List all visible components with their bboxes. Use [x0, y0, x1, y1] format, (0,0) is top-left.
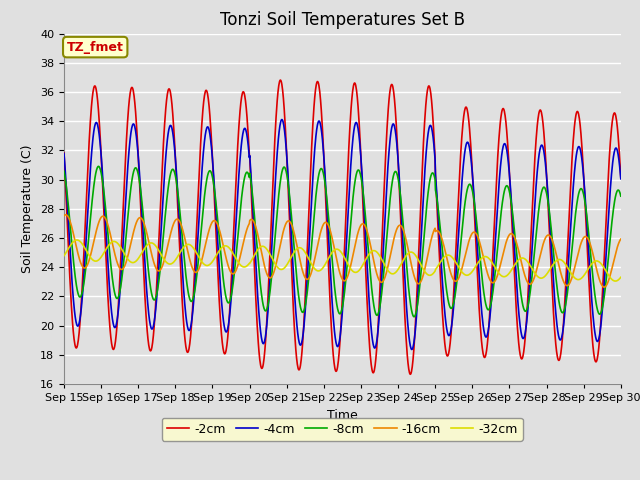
Title: Tonzi Soil Temperatures Set B: Tonzi Soil Temperatures Set B: [220, 11, 465, 29]
Y-axis label: Soil Temperature (C): Soil Temperature (C): [22, 144, 35, 273]
Legend: -2cm, -4cm, -8cm, -16cm, -32cm: -2cm, -4cm, -8cm, -16cm, -32cm: [162, 418, 523, 441]
X-axis label: Time: Time: [327, 408, 358, 421]
Text: TZ_fmet: TZ_fmet: [67, 41, 124, 54]
